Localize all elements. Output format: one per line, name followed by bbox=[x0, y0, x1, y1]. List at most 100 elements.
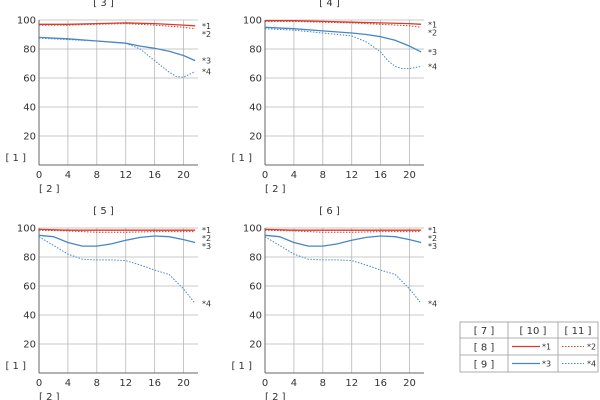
y-tick-label: 100 bbox=[243, 16, 262, 27]
y-tick-label: 20 bbox=[23, 132, 36, 143]
y-tick-label: 40 bbox=[249, 311, 262, 322]
x-tick-label: 8 bbox=[94, 378, 100, 389]
y-tick-label: 60 bbox=[23, 74, 36, 85]
chart-title: [ 5 ] bbox=[93, 206, 114, 217]
legend-header: [ 11 ] bbox=[565, 326, 592, 337]
x-tick-label: 12 bbox=[345, 378, 358, 389]
series-end-label: *3 bbox=[428, 48, 437, 57]
series-end-label: *4 bbox=[428, 62, 437, 71]
series-line bbox=[264, 28, 422, 70]
x-tick-label: 4 bbox=[291, 378, 297, 389]
chart-panel: 20 40 60 80 100 0 4 8 12 16 20 [ 3 ] [ 1 ] [ 2 ] *1*2 *… bbox=[5, 0, 211, 195]
legend-row-label: [ 9 ] bbox=[474, 360, 495, 371]
x-tick-label: 8 bbox=[94, 170, 100, 181]
x-tick-label: 12 bbox=[345, 170, 358, 181]
y-tick-label: 60 bbox=[249, 74, 262, 85]
x-axis-label: [ 2 ] bbox=[39, 392, 60, 400]
series-end-label: *3 bbox=[202, 57, 211, 66]
y-tick-label: 40 bbox=[23, 103, 36, 114]
y-tick-label: 80 bbox=[23, 253, 36, 264]
y-tick-label: 40 bbox=[249, 103, 262, 114]
series-line bbox=[264, 234, 422, 247]
y-tick-label: 40 bbox=[23, 311, 36, 322]
x-tick-label: 16 bbox=[148, 170, 161, 181]
series-end-label: *2 bbox=[202, 234, 211, 243]
x-tick-label: 4 bbox=[65, 378, 71, 389]
series-end-label: *2 bbox=[202, 30, 211, 39]
x-tick-label: 4 bbox=[65, 170, 71, 181]
x-tick-label: 16 bbox=[374, 378, 387, 389]
series-end-label: *4 bbox=[202, 299, 211, 308]
x-tick-label: 20 bbox=[403, 170, 416, 181]
y-tick-label: 20 bbox=[249, 340, 262, 351]
series-end-label: *3 bbox=[428, 242, 437, 251]
y-axis-label: [ 1 ] bbox=[231, 153, 252, 164]
x-tick-label: 4 bbox=[291, 170, 297, 181]
x-axis-label: [ 2 ] bbox=[39, 184, 60, 195]
series-end-label: *3 bbox=[202, 242, 211, 251]
series-line bbox=[265, 20, 422, 28]
y-axis-label: [ 1 ] bbox=[5, 361, 26, 372]
series-end-label: *1 bbox=[428, 20, 437, 29]
x-tick-label: 20 bbox=[177, 378, 190, 389]
x-tick-label: 0 bbox=[262, 378, 268, 389]
x-tick-label: 0 bbox=[262, 170, 268, 181]
legend-swatch-label: *2 bbox=[587, 343, 596, 352]
series-line bbox=[38, 37, 196, 78]
x-axis-label: [ 2 ] bbox=[265, 184, 286, 195]
series-end-label: *4 bbox=[428, 299, 437, 308]
chart-title: [ 4 ] bbox=[319, 0, 340, 9]
legend-table: [ 7 ] [ 10 ] [ 11 ] [ 8 ] *1 *2 [ 9 ] *3 *4 bbox=[459, 321, 599, 373]
y-axis-label: [ 1 ] bbox=[231, 361, 252, 372]
y-tick-label: 60 bbox=[23, 282, 36, 293]
series-line bbox=[38, 236, 196, 304]
y-tick-label: 80 bbox=[249, 45, 262, 56]
series-end-label: *1 bbox=[202, 22, 211, 31]
series-end-label: *4 bbox=[202, 67, 211, 76]
x-tick-label: 20 bbox=[177, 170, 190, 181]
series-end-label: *1 bbox=[202, 226, 211, 235]
chart-panel: 20 40 60 80 100 0 4 8 12 16 20 [ 4 ] [ 1 ] [ 2 ] *1*2 *… bbox=[231, 0, 437, 195]
y-tick-label: 80 bbox=[249, 253, 262, 264]
chart-title: [ 6 ] bbox=[319, 206, 340, 217]
x-tick-label: 8 bbox=[320, 170, 326, 181]
y-tick-label: 80 bbox=[23, 45, 36, 56]
x-tick-label: 0 bbox=[36, 170, 42, 181]
y-tick-label: 100 bbox=[243, 224, 262, 235]
y-tick-label: 60 bbox=[249, 282, 262, 293]
legend-swatch-label: *4 bbox=[587, 360, 596, 369]
series-end-label: *1 bbox=[428, 226, 437, 235]
x-tick-label: 16 bbox=[148, 378, 161, 389]
series-line bbox=[38, 234, 196, 247]
series-line bbox=[264, 26, 422, 53]
series-end-label: *2 bbox=[428, 234, 437, 243]
chart-title: [ 3 ] bbox=[93, 0, 114, 9]
y-tick-label: 20 bbox=[249, 132, 262, 143]
series-line bbox=[39, 22, 196, 27]
series-end-label: *2 bbox=[428, 28, 437, 37]
y-tick-label: 20 bbox=[23, 340, 36, 351]
legend-header: [ 10 ] bbox=[520, 326, 547, 337]
y-tick-label: 100 bbox=[17, 16, 36, 27]
x-tick-label: 8 bbox=[320, 378, 326, 389]
series-line bbox=[264, 236, 422, 304]
x-tick-label: 12 bbox=[119, 170, 132, 181]
x-tick-label: 12 bbox=[119, 378, 132, 389]
series-line bbox=[38, 36, 196, 62]
legend-swatch-label: *3 bbox=[542, 360, 551, 369]
series-line bbox=[264, 228, 422, 231]
y-axis-label: [ 1 ] bbox=[5, 153, 26, 164]
x-tick-label: 20 bbox=[403, 378, 416, 389]
x-tick-label: 16 bbox=[374, 170, 387, 181]
series-line bbox=[264, 229, 422, 233]
legend-swatch-label: *1 bbox=[542, 343, 551, 352]
series-line bbox=[39, 23, 196, 30]
x-tick-label: 0 bbox=[36, 378, 42, 389]
series-line bbox=[38, 229, 196, 233]
series-line bbox=[265, 20, 422, 25]
series-line bbox=[38, 228, 196, 231]
legend-header: [ 7 ] bbox=[474, 326, 495, 337]
